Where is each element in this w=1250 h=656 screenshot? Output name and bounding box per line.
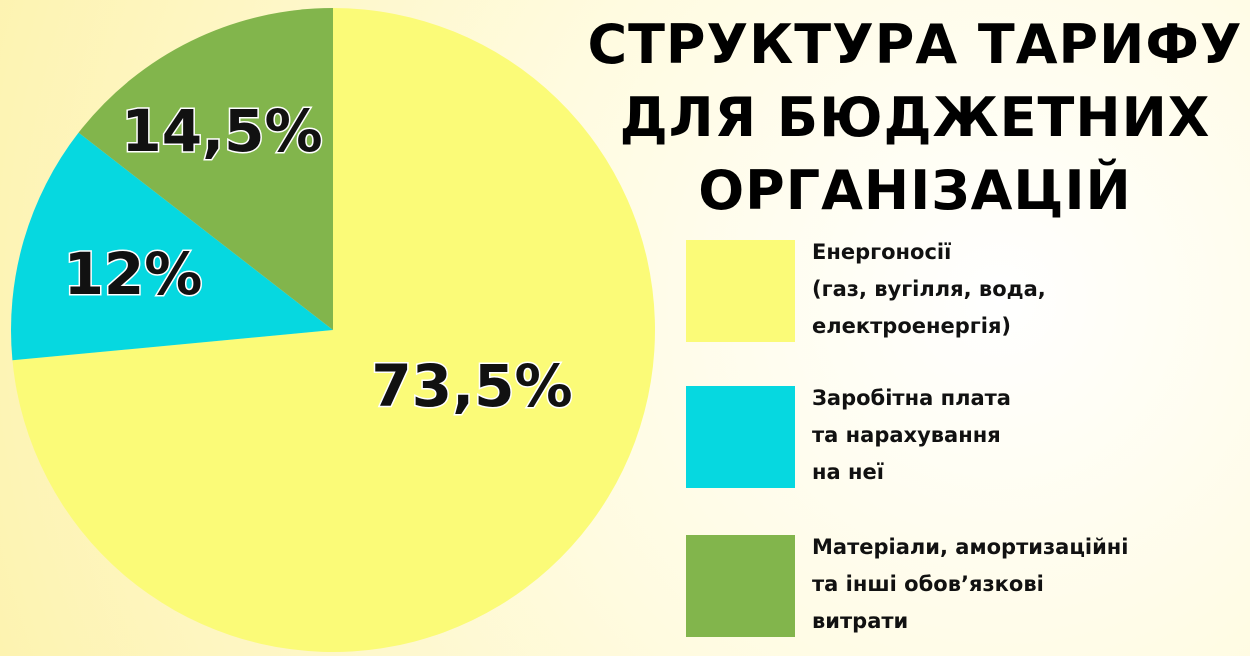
legend-swatch	[686, 240, 795, 342]
pie-slice	[12, 8, 656, 652]
pie-slice	[78, 7, 333, 330]
pie-slice	[11, 132, 334, 361]
legend-label: Заробітна плата та нарахування на неї	[812, 386, 1011, 484]
legend-label: Матеріали, амортизаційні та інші обов’яз…	[812, 535, 1129, 633]
legend-swatch	[686, 386, 795, 488]
data-label: 73,5%	[371, 352, 572, 420]
legend-label: Енергоносії (газ, вугілля, вода, електро…	[812, 240, 1046, 338]
data-label: 12%	[64, 240, 203, 308]
chart-title: СТРУКТУРА ТАРИФУ ДЛЯ БЮДЖЕТНИХ ОРГАНІЗАЦ…	[587, 13, 1243, 222]
data-label: 14,5%	[121, 97, 322, 165]
legend-swatch	[686, 535, 795, 637]
